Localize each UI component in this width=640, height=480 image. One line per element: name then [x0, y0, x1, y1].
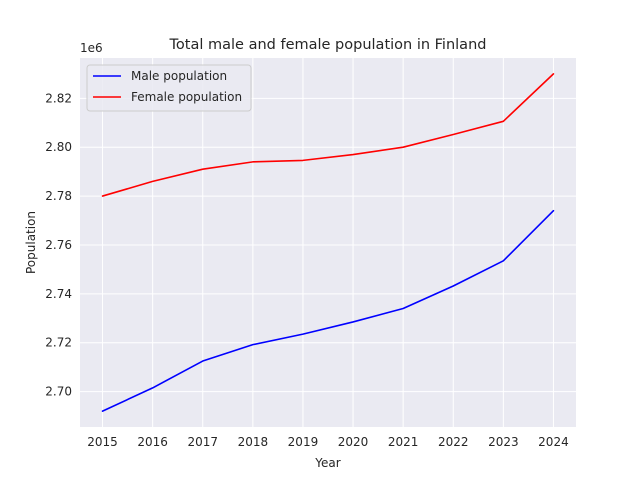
x-tick-label: 2021: [388, 435, 419, 449]
female-population-line: [101, 73, 555, 197]
legend: Male population Female population: [86, 64, 252, 112]
y-tick-label: 2.74: [45, 287, 72, 301]
x-tick-label: 2016: [137, 435, 168, 449]
x-tick-label: 2018: [238, 435, 269, 449]
x-tick-label: 2017: [187, 435, 218, 449]
legend-label-female: Female population: [131, 90, 242, 104]
grid-lines: [80, 58, 576, 427]
chart-title: Total male and female population in Finl…: [169, 37, 487, 53]
x-tick-label: 2024: [538, 435, 569, 449]
legend-box: [86, 64, 252, 112]
y-tick-label: 2.76: [45, 238, 72, 252]
legend-label-male: Male population: [131, 69, 227, 83]
x-tick-label: 2019: [288, 435, 319, 449]
male-population-line: [101, 209, 555, 412]
y-tick-label: 2.72: [45, 336, 72, 350]
y-tick-label: 2.78: [45, 189, 72, 203]
y-tick-label: 2.82: [45, 91, 72, 105]
series-lines: [101, 73, 555, 412]
x-tick-label: 2023: [488, 435, 519, 449]
x-axis-label: Year: [314, 456, 340, 470]
y-tick-label: 2.70: [45, 385, 72, 399]
y-tick-label: 2.80: [45, 140, 72, 154]
x-tick-label: 2020: [338, 435, 369, 449]
plot-area: [80, 58, 576, 427]
x-tick-label: 2015: [87, 435, 118, 449]
y-axis-offset-label: 1e6: [80, 41, 103, 55]
y-axis-label: Population: [24, 211, 38, 274]
axis-ticks: 2015 2016 2017 2018 2019 2020 2021 2022 2023 2024…: [45, 91, 568, 449]
x-tick-label: 2022: [438, 435, 469, 449]
